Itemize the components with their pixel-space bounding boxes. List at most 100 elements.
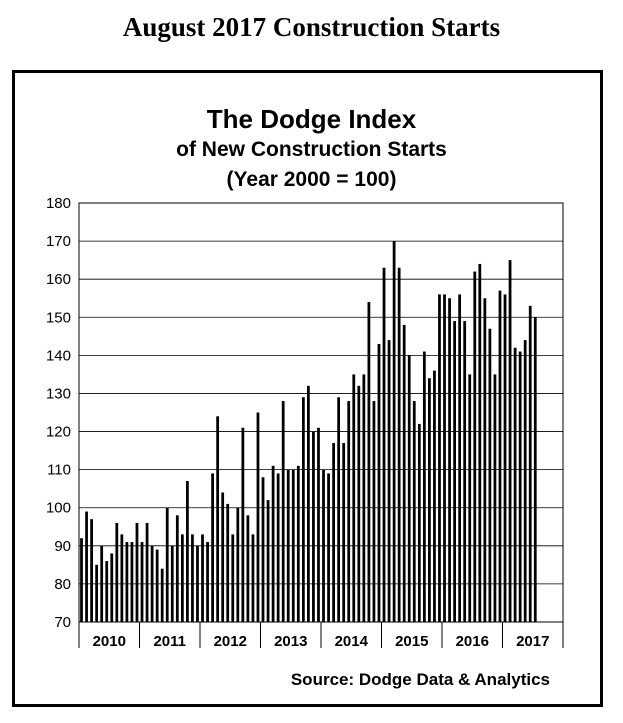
bar [165, 507, 169, 622]
y-tick-label: 70 [54, 614, 71, 631]
bar [140, 542, 144, 622]
grid-layer [78, 202, 564, 623]
bar [155, 549, 159, 622]
bar [448, 298, 451, 622]
bar [110, 553, 114, 622]
bar [125, 542, 129, 622]
bar [422, 351, 426, 622]
bar [493, 374, 497, 622]
bar [186, 481, 189, 622]
bar [428, 378, 431, 622]
bar [206, 542, 209, 622]
bar [286, 469, 290, 622]
y-tick-label: 150 [46, 309, 71, 326]
bar [387, 340, 391, 622]
y-tick-label: 80 [54, 576, 71, 593]
y-tick-label: 110 [47, 462, 71, 479]
y-tick-label: 170 [46, 233, 71, 250]
bar [191, 534, 194, 622]
bar [196, 545, 199, 622]
bar [105, 561, 109, 622]
bar [175, 515, 179, 622]
bar [221, 492, 225, 622]
bar [145, 522, 149, 622]
bar [90, 519, 93, 622]
bar [488, 328, 492, 622]
bar [463, 321, 467, 622]
bar [246, 515, 250, 622]
bar [453, 321, 456, 622]
y-tick-label: 90 [54, 538, 71, 555]
x-tick-label: 2015 [395, 633, 428, 650]
y-tick-label: 160 [46, 271, 71, 288]
bar [367, 302, 371, 622]
page-title: August 2017 Construction Starts [122, 12, 501, 42]
bar [296, 465, 300, 622]
bar-layer [80, 241, 537, 622]
bar [160, 568, 164, 622]
bar [281, 401, 285, 622]
bar [458, 294, 462, 622]
bar [402, 324, 406, 622]
bar [362, 374, 366, 622]
y-tick-label: 140 [46, 347, 71, 364]
bar [433, 370, 436, 622]
bar [80, 538, 83, 622]
bar [261, 477, 265, 622]
bar [498, 290, 502, 622]
bar [332, 442, 335, 622]
y-tick-label: 180 [46, 195, 71, 212]
x-tick-label: 2014 [335, 633, 369, 650]
bar [95, 564, 99, 622]
bar [372, 401, 376, 622]
bar [438, 294, 441, 622]
bar [241, 427, 245, 622]
bar [301, 397, 305, 622]
x-tick-label: 2017 [516, 633, 549, 650]
bar [337, 397, 341, 622]
bar [503, 294, 507, 622]
bar [377, 343, 381, 622]
bar [180, 534, 184, 622]
x-tick-label: 2012 [214, 633, 247, 650]
bar [201, 534, 204, 622]
bar [518, 351, 522, 622]
bar [412, 401, 416, 622]
bar [528, 305, 532, 622]
bar [266, 500, 270, 622]
bar [322, 469, 325, 622]
bar [115, 522, 119, 622]
y-tick-label: 130 [46, 385, 71, 402]
chart-title: The Dodge Index [206, 104, 417, 134]
bar [231, 534, 235, 622]
bar [291, 469, 295, 622]
bar [271, 465, 275, 622]
bar [533, 317, 537, 622]
chart-frame [12, 70, 603, 707]
bar [468, 374, 472, 622]
bar [251, 534, 255, 622]
bar [216, 416, 220, 622]
bar [317, 427, 320, 622]
x-tick-label: 2016 [456, 633, 489, 650]
bar [170, 545, 174, 622]
bar [100, 545, 104, 622]
bar [150, 545, 154, 622]
x-tick-label: 2013 [274, 633, 307, 650]
bar [211, 473, 214, 622]
bar [85, 511, 88, 622]
bar [120, 534, 124, 622]
bar [443, 294, 446, 622]
axis-layer: 70 80 90 100 110 120 130 140 150 160 170 180 2010 201… [46, 195, 564, 650]
source-note: Source: Dodge Data & Analytics [290, 670, 550, 689]
bar [417, 423, 421, 622]
bar [352, 374, 356, 622]
bar [312, 431, 315, 622]
y-tick-label: 100 [46, 500, 71, 517]
bar [347, 401, 351, 622]
bar [473, 271, 477, 622]
bar [513, 347, 517, 622]
plot-area [78, 202, 564, 623]
bar [130, 542, 134, 622]
